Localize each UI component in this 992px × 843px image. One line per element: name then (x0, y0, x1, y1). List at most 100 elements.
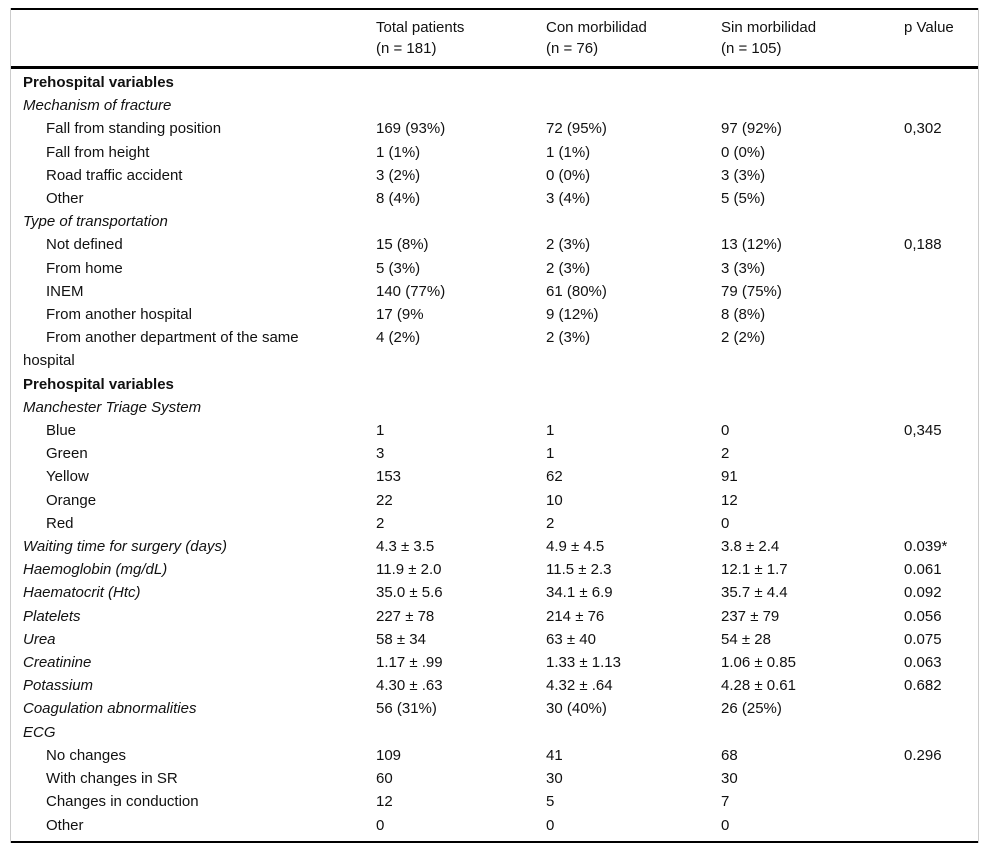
patients-comparison-table: Total patients (n = 181) Con morbilidad … (10, 8, 979, 843)
table-row: Haematocrit (Htc) 35.0 ± 5.6 34.1 ± 6.9 35.… (11, 581, 978, 604)
row-label: Haematocrit (Htc) (23, 584, 141, 602)
sin-morbilidad-value: 3 (3%) (721, 166, 766, 184)
p-value: 0,188 (904, 236, 942, 254)
total-patients-value: 227 ± 78 (376, 607, 435, 625)
total-patients-value: 1 (1%) (376, 143, 421, 161)
row-label: Blue (46, 422, 77, 440)
con-morbilidad-value: 10 (546, 491, 563, 509)
sin-morbilidad-value: 97 (92%) (721, 120, 782, 138)
sin-morbilidad-value: 13 (12%) (721, 236, 782, 254)
con-morbilidad-value: 41 (546, 746, 563, 764)
total-patients-value: 4.30 ± .63 (376, 677, 443, 695)
row-label: Creatinine (23, 654, 92, 672)
con-morbilidad-value: 1.33 ± 1.13 (546, 654, 621, 672)
table-row: Red 2 2 0 (11, 512, 978, 535)
table-header-row: Total patients (n = 181) Con morbilidad … (11, 8, 978, 69)
total-patients-value: 11.9 ± 2.0 (376, 561, 442, 579)
p-value: 0.056 (904, 607, 942, 625)
sin-morbilidad-value: 68 (721, 746, 738, 764)
row-label: Orange (46, 491, 97, 509)
p-value: 0.075 (904, 630, 942, 648)
row-label: Type of transportation (23, 213, 168, 231)
con-morbilidad-value: 2 (3%) (546, 236, 591, 254)
table-row: Platelets 227 ± 78 214 ± 76 237 ± 79 0.056 (11, 605, 978, 628)
con-morbilidad-value: 214 ± 76 (546, 607, 605, 625)
row-label: With changes in SR (46, 770, 178, 788)
con-morbilidad-value: 72 (95%) (546, 120, 607, 138)
table-row: Green 3 1 2 (11, 442, 978, 465)
row-label: Green (46, 445, 88, 463)
table-row: Orange 22 10 12 (11, 489, 978, 512)
sin-morbilidad-value: 91 (721, 468, 738, 486)
row-label: Fall from standing position (46, 120, 222, 138)
sin-morbilidad-value: 237 ± 79 (721, 607, 780, 625)
column-header-con-morbilidad-line1: Con morbilidad (546, 19, 647, 36)
sin-morbilidad-value: 54 ± 28 (721, 630, 771, 648)
row-label: From another department of the same hosp… (23, 329, 299, 370)
con-morbilidad-value: 9 (12%) (546, 306, 599, 324)
con-morbilidad-value: 2 (3%) (546, 329, 591, 347)
row-label: Potassium (23, 677, 94, 695)
row-label: Urea (23, 630, 56, 648)
table-row: No changes 109 41 68 0.296 (11, 744, 978, 767)
total-patients-value: 4 (2%) (376, 329, 421, 347)
total-patients-value: 153 (376, 468, 402, 486)
sin-morbilidad-value: 0 (0%) (721, 143, 766, 161)
p-value: 0.296 (904, 746, 942, 764)
sin-morbilidad-value: 5 (5%) (721, 190, 766, 208)
con-morbilidad-value: 1 (546, 445, 555, 463)
total-patients-value: 22 (376, 491, 393, 509)
con-morbilidad-value: 1 (546, 422, 555, 440)
total-patients-value: 4.3 ± 3.5 (376, 538, 435, 556)
con-morbilidad-value: 2 (546, 514, 555, 532)
row-label: Waiting time for surgery (days) (23, 538, 227, 556)
sin-morbilidad-value: 3 (3%) (721, 259, 766, 277)
p-value: 0.682 (904, 677, 942, 695)
table-row: Prehospital variables (11, 71, 978, 94)
table-row: Changes in conduction 12 5 7 (11, 790, 978, 813)
row-label: From another hospital (46, 306, 192, 324)
table-row: Blue 1 1 0 0,345 (11, 419, 978, 442)
sin-morbilidad-value: 3.8 ± 2.4 (721, 538, 780, 556)
total-patients-value: 1 (376, 422, 385, 440)
p-value: 0.092 (904, 584, 942, 602)
row-label: Road traffic accident (46, 166, 183, 184)
table-body: Prehospital variables Mechanism of fractu… (11, 69, 978, 843)
table-row: Mechanism of fracture (11, 94, 978, 117)
table-row: Fall from height 1 (1%) 1 (1%) 0 (0%) (11, 141, 978, 164)
con-morbilidad-value: 30 (40%) (546, 700, 607, 718)
row-label: From home (46, 259, 123, 277)
table-row: Fall from standing position 169 (93%) 72 (… (11, 117, 978, 140)
row-label: No changes (46, 746, 127, 764)
table-row: ECG (11, 721, 978, 744)
total-patients-value: 8 (4%) (376, 190, 421, 208)
table-row: Creatinine 1.17 ± .99 1.33 ± 1.13 1.06 ± 0.… (11, 651, 978, 674)
row-label: Platelets (23, 607, 81, 625)
p-value: 0.039* (904, 538, 948, 556)
row-label: Not defined (46, 236, 123, 254)
total-patients-value: 1.17 ± .99 (376, 654, 443, 672)
table-row: Road traffic accident 3 (2%) 0 (0%) 3 (3%) (11, 164, 978, 187)
row-label: INEM (46, 282, 84, 300)
table-row: Urea 58 ± 34 63 ± 40 54 ± 28 0.075 (11, 628, 978, 651)
con-morbilidad-value: 4.9 ± 4.5 (546, 538, 605, 556)
sin-morbilidad-value: 12 (721, 491, 738, 509)
row-label: ECG (23, 723, 56, 741)
p-value: 0.061 (904, 561, 942, 579)
table-row: Waiting time for surgery (days) 4.3 ± 3.5… (11, 535, 978, 558)
total-patients-value: 169 (93%) (376, 120, 446, 138)
table-row: From another department of the same hosp… (11, 326, 978, 372)
row-label: Fall from height (46, 143, 150, 161)
column-header-sin-morbilidad: Sin morbilidad (n = 105) (721, 17, 904, 59)
column-header-total-patients-line1: Total patients (376, 19, 465, 36)
row-label: Mechanism of fracture (23, 97, 172, 115)
total-patients-value: 17 (9% (376, 306, 424, 324)
column-header-sin-morbilidad-line2: (n = 105) (721, 40, 782, 57)
table-row: Type of transportation (11, 210, 978, 233)
sin-morbilidad-value: 2 (2%) (721, 329, 766, 347)
con-morbilidad-value: 34.1 ± 6.9 (546, 584, 613, 602)
row-label: Haemoglobin (mg/dL) (23, 561, 168, 579)
total-patients-value: 3 (2%) (376, 166, 421, 184)
sin-morbilidad-value: 35.7 ± 4.4 (721, 584, 788, 602)
sin-morbilidad-value: 12.1 ± 1.7 (721, 561, 788, 579)
